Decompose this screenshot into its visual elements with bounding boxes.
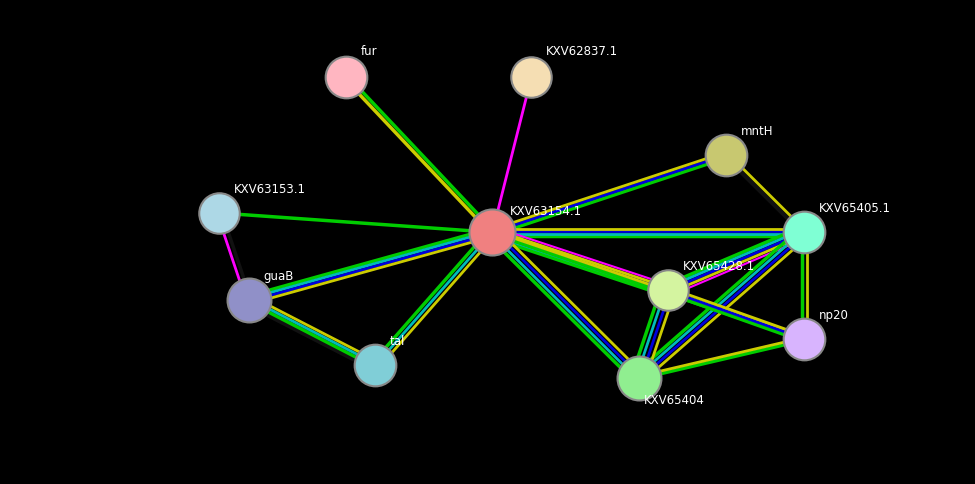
Text: KXV65404: KXV65404 (644, 393, 704, 407)
Point (797, 335, 812, 343)
Point (631, 374, 646, 381)
Text: KXV62837.1: KXV62837.1 (546, 45, 618, 58)
Text: KXV63154.1: KXV63154.1 (510, 205, 582, 218)
Point (338, 74, 354, 81)
Text: np20: np20 (819, 309, 849, 322)
Point (241, 296, 256, 304)
Text: KXV65428.1: KXV65428.1 (682, 260, 755, 273)
Point (485, 228, 500, 236)
Point (212, 209, 227, 217)
Point (524, 74, 539, 81)
Point (368, 362, 383, 369)
Text: tal: tal (390, 335, 406, 348)
Text: KXV65405.1: KXV65405.1 (819, 202, 891, 215)
Text: KXV63153.1: KXV63153.1 (234, 183, 306, 196)
Point (797, 228, 812, 236)
Point (660, 287, 676, 294)
Text: guaB: guaB (263, 270, 293, 283)
Point (719, 151, 734, 159)
Text: fur: fur (361, 45, 377, 58)
Text: mntH: mntH (741, 125, 773, 138)
